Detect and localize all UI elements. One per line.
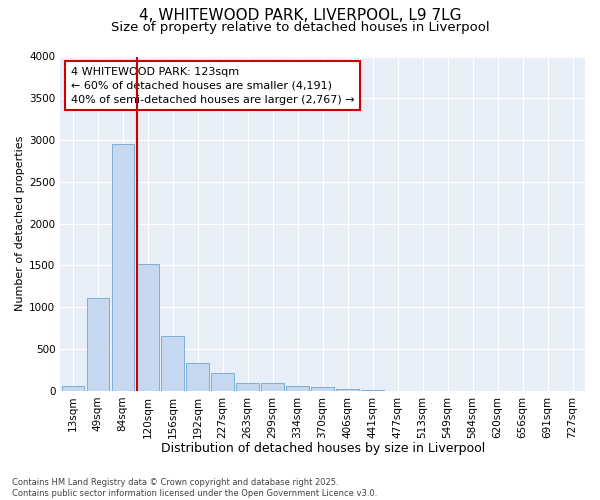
Bar [136, 264, 159, 391]
Bar [236, 383, 259, 391]
Text: 4 WHITEWOOD PARK: 123sqm
← 60% of detached houses are smaller (4,191)
40% of sem: 4 WHITEWOOD PARK: 123sqm ← 60% of detach… [71, 66, 355, 104]
Bar [62, 386, 84, 391]
Bar [337, 389, 359, 391]
Bar [211, 374, 234, 391]
Bar [187, 363, 209, 391]
Bar [112, 144, 134, 391]
Bar [286, 386, 309, 391]
X-axis label: Distribution of detached houses by size in Liverpool: Distribution of detached houses by size … [161, 442, 485, 455]
Bar [161, 336, 184, 391]
Bar [311, 386, 334, 391]
Bar [86, 298, 109, 391]
Text: 4, WHITEWOOD PARK, LIVERPOOL, L9 7LG: 4, WHITEWOOD PARK, LIVERPOOL, L9 7LG [139, 8, 461, 22]
Text: Contains HM Land Registry data © Crown copyright and database right 2025.
Contai: Contains HM Land Registry data © Crown c… [12, 478, 377, 498]
Y-axis label: Number of detached properties: Number of detached properties [15, 136, 25, 312]
Text: Size of property relative to detached houses in Liverpool: Size of property relative to detached ho… [110, 21, 490, 34]
Bar [262, 383, 284, 391]
